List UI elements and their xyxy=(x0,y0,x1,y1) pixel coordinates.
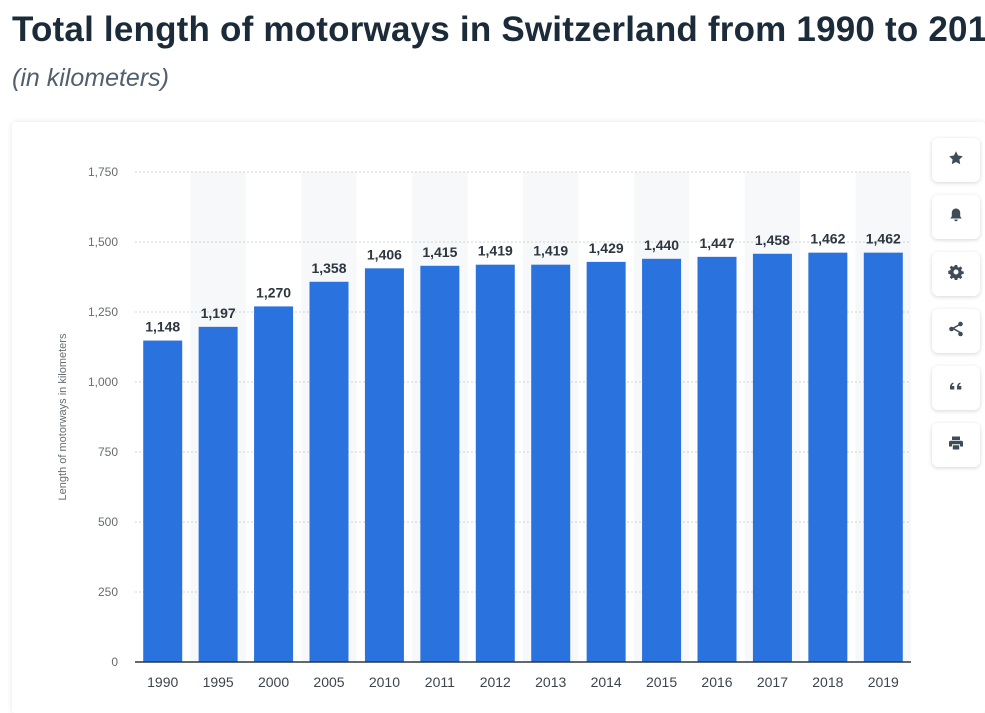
x-tick-label: 2018 xyxy=(812,674,843,690)
data-label: 1,440 xyxy=(644,237,679,253)
y-tick-label: 1,750 xyxy=(88,165,118,179)
bar[interactable] xyxy=(198,326,238,662)
y-axis-title: Length of motorways in kilometers xyxy=(57,333,69,500)
x-tick-label: 2014 xyxy=(591,674,622,690)
bar[interactable] xyxy=(475,264,515,662)
notification-button[interactable] xyxy=(932,195,980,239)
bar[interactable] xyxy=(143,340,183,662)
y-tick-label: 0 xyxy=(111,655,118,669)
bar[interactable] xyxy=(642,258,682,662)
data-label: 1,429 xyxy=(589,240,624,256)
x-axis-ticks: 1990 1995 2000 2005 2010 2011 2012 2013 2014 2015… xyxy=(147,674,899,690)
x-tick-label: 2005 xyxy=(313,674,344,690)
data-label: 1,358 xyxy=(311,260,346,276)
page-subtitle: (in kilometers) xyxy=(12,64,169,92)
data-labels: 1,148 1,197 1,270 1,358 1,406 1,415 1,419 1,419… xyxy=(145,231,901,335)
bar[interactable] xyxy=(752,253,792,662)
x-tick-label: 1990 xyxy=(147,674,178,690)
x-tick-label: 2017 xyxy=(757,674,788,690)
x-tick-label: 2019 xyxy=(868,674,899,690)
print-button[interactable] xyxy=(932,423,980,467)
x-tick-label: 2015 xyxy=(646,674,677,690)
data-label: 1,415 xyxy=(422,244,457,260)
x-tick-label: 2013 xyxy=(535,674,566,690)
x-tick-label: 2016 xyxy=(701,674,732,690)
data-label: 1,197 xyxy=(201,305,236,321)
data-label: 1,462 xyxy=(866,231,901,247)
y-tick-label: 500 xyxy=(98,515,118,529)
data-label: 1,419 xyxy=(478,243,513,259)
share-button[interactable] xyxy=(932,309,980,353)
y-tick-label: 750 xyxy=(98,445,118,459)
bar[interactable] xyxy=(309,281,349,662)
y-tick-label: 250 xyxy=(98,585,118,599)
x-tick-label: 2012 xyxy=(480,674,511,690)
favorite-button[interactable] xyxy=(932,138,980,182)
data-label: 1,270 xyxy=(256,284,291,300)
x-tick-label: 2000 xyxy=(258,674,289,690)
bar-chart: 0 250 500 750 1,000 1,250 1,500 1,750 1,148 1,19… xyxy=(57,165,911,690)
chart-toolbar xyxy=(932,138,982,480)
data-label: 1,458 xyxy=(755,232,790,248)
x-tick-label: 2010 xyxy=(369,674,400,690)
star-icon xyxy=(948,150,964,171)
bar[interactable] xyxy=(420,265,460,662)
settings-button[interactable] xyxy=(932,252,980,296)
data-label: 1,447 xyxy=(699,235,734,251)
data-label: 1,406 xyxy=(367,246,402,262)
gear-icon xyxy=(948,264,964,285)
bar[interactable] xyxy=(808,252,848,662)
bar[interactable] xyxy=(364,268,404,662)
quote-icon xyxy=(948,378,964,399)
bell-icon xyxy=(948,207,964,228)
x-tick-label: 1995 xyxy=(203,674,234,690)
y-tick-label: 1,250 xyxy=(88,305,118,319)
data-label: 1,419 xyxy=(533,243,568,259)
bar[interactable] xyxy=(531,264,571,662)
bar[interactable] xyxy=(254,306,294,662)
y-tick-label: 1,000 xyxy=(88,375,118,389)
bars xyxy=(143,252,903,662)
chart-card: 0 250 500 750 1,000 1,250 1,500 1,750 1,148 1,19… xyxy=(12,122,985,713)
bar[interactable] xyxy=(586,261,626,662)
cite-button[interactable] xyxy=(932,366,980,410)
data-label: 1,148 xyxy=(145,319,180,335)
page-title: Total length of motorways in Switzerland… xyxy=(12,10,985,49)
x-tick-label: 2011 xyxy=(425,674,455,690)
y-axis-ticks: 0 250 500 750 1,000 1,250 1,500 1,750 xyxy=(88,165,118,669)
share-icon xyxy=(948,321,964,342)
bar[interactable] xyxy=(863,252,903,662)
data-label: 1,462 xyxy=(810,231,845,247)
y-tick-label: 1,500 xyxy=(88,235,118,249)
bar[interactable] xyxy=(697,256,737,662)
print-icon xyxy=(948,435,964,456)
